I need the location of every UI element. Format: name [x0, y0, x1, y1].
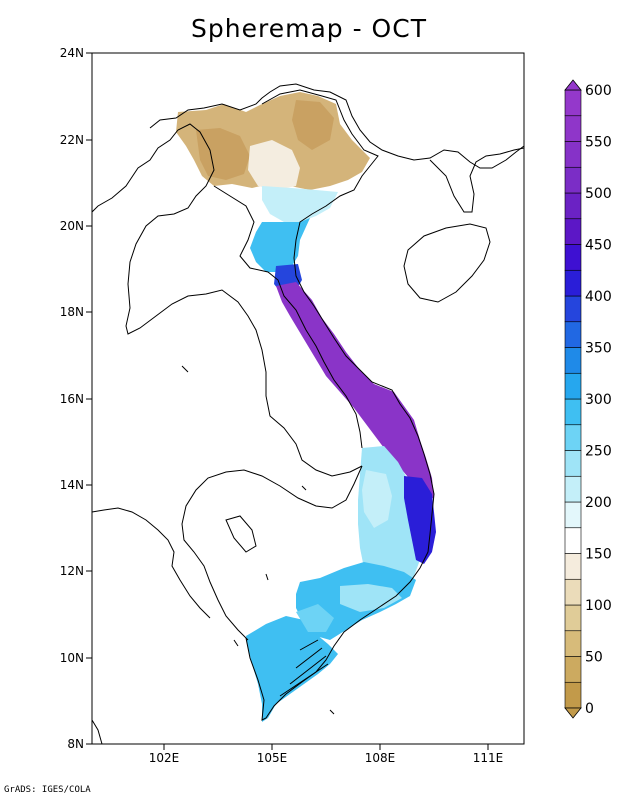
colorbar-segment: [564, 115, 582, 142]
colorbar-label: 350: [585, 341, 612, 357]
border-cambodia: [181, 465, 363, 641]
border-laos-vietnam: [213, 185, 363, 449]
colorbar-max-arrow: [564, 79, 582, 91]
region-red-river-delta: [262, 186, 338, 222]
colorbar-label: 550: [585, 135, 612, 151]
southern-tip: [91, 719, 103, 745]
colorbar-segment: [564, 192, 582, 220]
region-link: [296, 604, 334, 632]
colorbar-segment: [564, 269, 582, 297]
lat-label-24n: 24N: [60, 46, 84, 60]
lat-label-18n: 18N: [60, 305, 84, 319]
lat-label-10n: 10N: [60, 651, 84, 665]
hainan-island: [403, 223, 491, 303]
lon-label-105e: 105E: [257, 751, 288, 765]
islands: [181, 365, 335, 715]
coastlines: [91, 83, 525, 745]
colorbar-label: 150: [585, 547, 612, 563]
lon-label-111e: 111E: [473, 751, 504, 765]
region-south-central-coast: [404, 476, 436, 564]
colorbar-label: 200: [585, 495, 612, 511]
region-north-central-coast: [250, 218, 310, 272]
region-north-highlands-dark2: [292, 100, 334, 150]
border-laos-west: [91, 123, 363, 477]
map-title: Spheremap - OCT: [191, 14, 427, 43]
lat-label-14n: 14N: [60, 478, 84, 492]
colorbar-segment: [564, 141, 582, 168]
colorbar-segment: [564, 527, 582, 554]
colorbar-segment: [564, 321, 582, 348]
region-north-highlands-dark: [196, 128, 250, 180]
lat-label-20n: 20N: [60, 219, 84, 233]
colorbar-segment: [564, 604, 582, 632]
mekong-channels: [279, 639, 329, 697]
colorbar-label: 50: [585, 650, 603, 666]
tonle-sap: [225, 515, 257, 553]
precip-field: [176, 92, 436, 722]
colorbar-label: 600: [585, 83, 612, 99]
colorbar-segment: [564, 553, 582, 580]
colorbar-segment: [564, 681, 582, 709]
colorbar-segment: [564, 656, 582, 683]
border-china: [149, 83, 525, 169]
lon-label-108e: 108E: [365, 751, 396, 765]
lat-label-8n: 8N: [67, 737, 84, 751]
colorbar-segment: [564, 630, 582, 657]
colorbar-segment: [564, 89, 582, 117]
colorbar-segment: [564, 218, 582, 245]
lat-label-12n: 12N: [60, 564, 84, 578]
colorbar-label: 450: [585, 238, 612, 254]
colorbar-segment: [564, 475, 582, 503]
colorbar-segment: [564, 398, 582, 426]
credit-text: GrADS: IGES/COLA: [4, 785, 91, 795]
lat-labels: 8N 10N 12N 14N 16N 18N 20N 22N 24N: [60, 46, 84, 751]
leizhou-coast: [429, 147, 525, 213]
region-mekong-delta: [246, 616, 338, 722]
lat-label-22n: 22N: [60, 133, 84, 147]
colorbar-label: 250: [585, 444, 612, 460]
colorbar-labels: 0 50 100 150 200 250 300 350 400 450 500 550 600: [585, 83, 612, 717]
colorbar-label: 500: [585, 186, 612, 202]
lon-labels: 102E 105E 108E 111E: [149, 751, 504, 765]
colorbar-segment: [564, 372, 582, 400]
colorbar-segment: [564, 295, 582, 323]
colorbar: [564, 79, 582, 719]
axis-ticks: [86, 52, 489, 750]
colorbar-label: 300: [585, 392, 612, 408]
colorbar-segment: [564, 347, 582, 374]
colorbar-segment: [564, 244, 582, 271]
region-central-highlands-pale: [362, 470, 392, 528]
region-central-coast: [276, 282, 434, 500]
colorbar-segment: [564, 578, 582, 606]
colorbar-segment: [564, 450, 582, 477]
colorbar-label: 0: [585, 701, 594, 717]
region-transition-white: [248, 140, 300, 190]
colorbar-min-arrow: [564, 707, 582, 719]
lat-label-16n: 16N: [60, 392, 84, 406]
colorbar-label: 400: [585, 289, 612, 305]
region-southeast-pale: [340, 584, 402, 612]
lon-label-102e: 102E: [149, 751, 180, 765]
colorbar-label: 100: [585, 598, 612, 614]
colorbar-segment: [564, 166, 582, 194]
colorbar-segment: [564, 424, 582, 451]
colorbar-segment: [564, 501, 582, 529]
border-thailand-gulf: [91, 507, 211, 619]
